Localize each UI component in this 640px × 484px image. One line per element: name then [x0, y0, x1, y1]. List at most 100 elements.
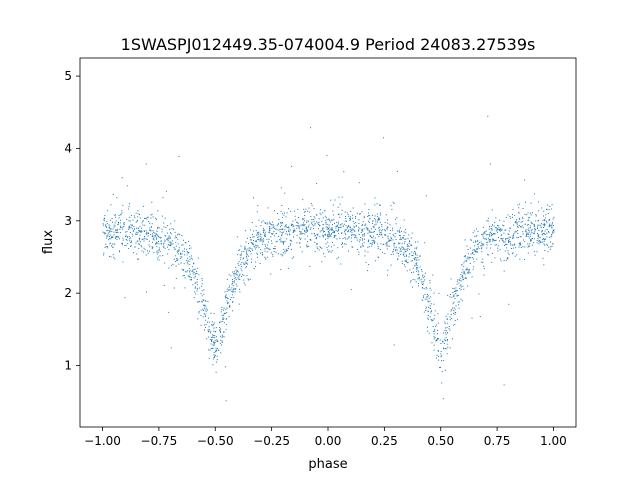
- data-point: [518, 217, 520, 219]
- data-point: [486, 244, 488, 246]
- data-point: [299, 233, 301, 235]
- data-point: [188, 240, 190, 242]
- data-point: [353, 227, 355, 229]
- data-point: [285, 233, 287, 235]
- data-point: [206, 338, 208, 340]
- data-point: [463, 271, 465, 273]
- data-point: [400, 247, 402, 249]
- data-point: [446, 348, 448, 350]
- data-point: [393, 243, 395, 245]
- data-point: [424, 288, 426, 290]
- data-point: [112, 221, 113, 223]
- data-point: [467, 269, 469, 271]
- data-point: [162, 255, 164, 257]
- data-point: [305, 232, 307, 233]
- data-point: [166, 232, 168, 234]
- profile-point: [530, 231, 532, 233]
- data-point: [262, 241, 264, 243]
- data-point: [538, 230, 540, 231]
- data-point: [264, 234, 266, 236]
- data-point: [433, 318, 435, 320]
- data-point: [232, 300, 234, 302]
- data-point: [411, 251, 413, 253]
- data-point: [427, 326, 428, 328]
- data-point: [351, 233, 353, 235]
- data-point: [412, 260, 413, 262]
- data-point: [144, 248, 146, 250]
- data-point: [308, 207, 310, 209]
- data-point: [541, 229, 543, 231]
- data-point: [286, 250, 287, 252]
- data-point: [252, 249, 253, 251]
- data-point: [156, 241, 157, 243]
- data-point: [109, 225, 111, 227]
- data-point: [226, 297, 228, 298]
- data-point: [280, 268, 282, 270]
- data-point: [272, 255, 274, 257]
- data-point: [194, 276, 196, 278]
- data-point: [223, 309, 224, 311]
- data-point: [339, 224, 341, 226]
- data-point: [491, 234, 493, 236]
- data-point: [362, 221, 364, 223]
- data-point: [139, 225, 141, 227]
- data-point: [417, 241, 419, 243]
- data-point: [248, 247, 250, 249]
- x-ticks: −1.00 −0.75 −0.50 −0.25 0.00 0.25 0.50 0.75 1.00: [84, 427, 567, 448]
- data-point: [537, 235, 539, 237]
- data-point: [400, 250, 402, 252]
- data-point: [514, 244, 515, 246]
- data-point: [268, 241, 269, 243]
- data-point: [537, 236, 539, 238]
- data-point: [411, 232, 413, 234]
- data-point: [156, 253, 158, 255]
- data-point: [238, 261, 240, 263]
- data-point: [190, 247, 192, 249]
- data-point: [512, 247, 514, 249]
- data-point: [280, 237, 282, 239]
- data-point: [303, 208, 305, 210]
- data-point: [377, 256, 379, 258]
- data-point: [546, 229, 548, 230]
- data-point: [266, 247, 268, 249]
- data-point: [520, 247, 522, 248]
- data-point: [175, 277, 177, 279]
- data-point: [235, 276, 237, 278]
- data-point: [539, 236, 541, 238]
- data-point: [215, 354, 216, 356]
- data-point: [473, 266, 475, 268]
- data-point: [352, 246, 354, 248]
- data-point: [338, 223, 340, 225]
- data-point: [522, 246, 524, 248]
- data-point: [407, 262, 409, 264]
- data-point: [123, 226, 125, 227]
- data-point: [369, 235, 371, 237]
- data-point: [438, 292, 440, 294]
- data-point: [533, 251, 535, 253]
- data-point: [296, 227, 298, 229]
- data-point: [275, 228, 277, 230]
- x-tick-label: −0.25: [253, 434, 290, 448]
- data-point: [252, 243, 254, 245]
- data-point: [256, 232, 258, 234]
- data-point: [409, 253, 411, 255]
- profile-point: [328, 228, 329, 229]
- data-point: [517, 237, 519, 238]
- data-point: [126, 231, 128, 233]
- data-point: [149, 222, 151, 224]
- data-point: [508, 254, 510, 255]
- data-point: [208, 349, 210, 351]
- data-point: [181, 244, 183, 246]
- data-point: [528, 217, 530, 219]
- data-point: [453, 295, 455, 297]
- data-point: [327, 235, 329, 237]
- data-point: [387, 236, 389, 238]
- data-point: [322, 236, 324, 238]
- data-point: [535, 220, 537, 222]
- data-point: [139, 241, 141, 243]
- data-point: [476, 235, 478, 237]
- data-point: [285, 248, 287, 250]
- data-point: [545, 214, 547, 216]
- profile-point: [181, 253, 183, 255]
- data-point: [258, 219, 260, 221]
